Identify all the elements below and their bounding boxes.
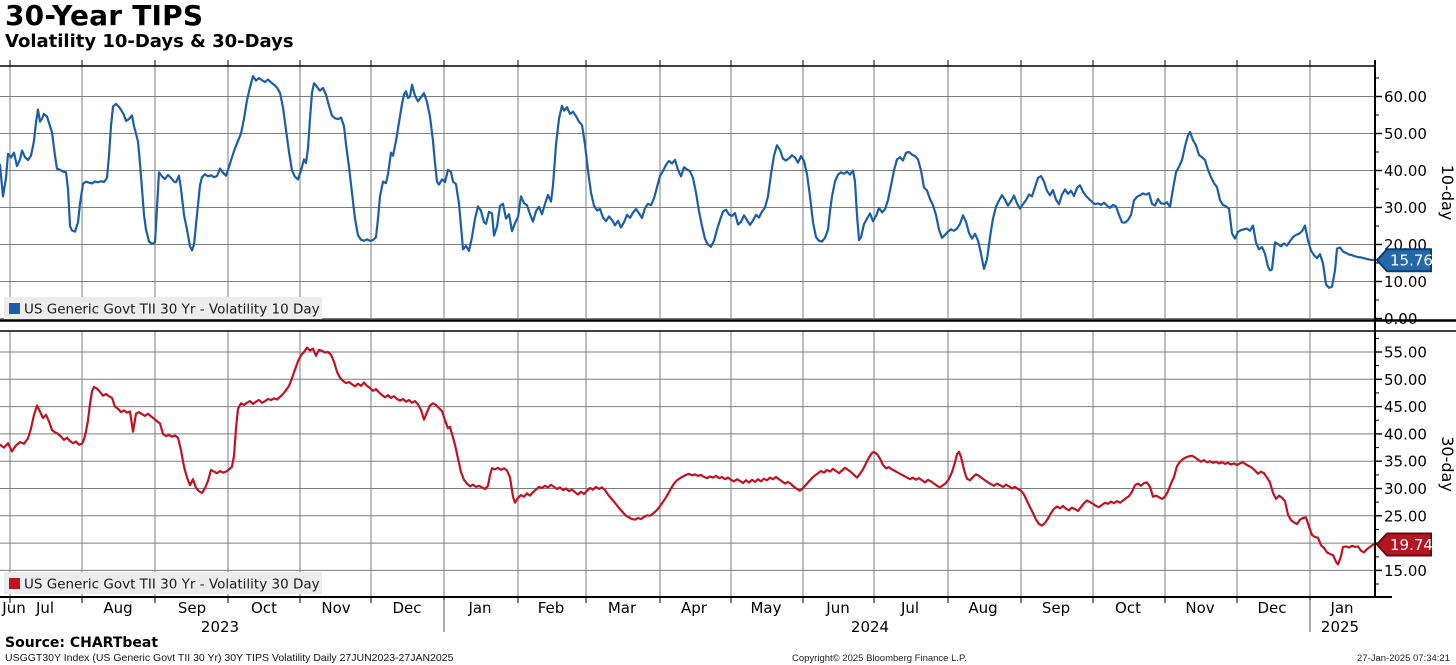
x-month-label: Jun	[825, 599, 849, 617]
vol10-legend-label: US Generic Govt TII 30 Yr - Volatility 1…	[24, 302, 320, 318]
y-tick-label: 45.00	[1384, 398, 1427, 416]
x-month-label: Mar	[608, 599, 637, 617]
vol30-series-line	[0, 346, 1375, 566]
x-month-label: Aug	[968, 599, 997, 617]
x-month-label: Jan	[467, 599, 491, 617]
x-month-label: Dec	[1257, 599, 1286, 617]
y-tick-label: 50.00	[1384, 125, 1427, 143]
vol10-legend-swatch	[9, 303, 20, 314]
x-month-label: Jun	[1, 599, 25, 617]
y-tick-label: 40.00	[1384, 162, 1427, 180]
legend-strip	[4, 297, 322, 319]
y-tick-label: 30.00	[1384, 199, 1427, 217]
x-month-label: Oct	[1115, 599, 1141, 617]
vol30-last-value-text: 19.74	[1390, 536, 1433, 554]
page-subtitle: Volatility 10-Days & 30-Days	[5, 31, 294, 52]
y-tick-label: 55.00	[1384, 344, 1427, 362]
vol10-last-value-badge	[1375, 248, 1432, 273]
x-month-label: Nov	[1185, 599, 1214, 617]
vol10-last-value-text: 15.76	[1390, 252, 1433, 270]
x-month-label: Apr	[681, 599, 708, 617]
vol30-axis-title: 30-day	[1438, 436, 1456, 492]
page-title: 30-Year TIPS	[5, 0, 204, 32]
x-month-label: Sep	[178, 599, 206, 617]
x-month-label: Oct	[251, 599, 277, 617]
vol10-axis-title: 10-day	[1438, 165, 1456, 221]
x-month-label: Dec	[392, 599, 421, 617]
vol30-legend-swatch	[9, 578, 20, 589]
vol30-last-value-badge	[1375, 532, 1432, 557]
y-tick-label: 35.00	[1384, 453, 1427, 471]
x-year-label: 2023	[201, 618, 239, 636]
x-year-label: 2025	[1321, 618, 1359, 636]
y-tick-label: 50.00	[1384, 371, 1427, 389]
timestamp-label: 27-Jan-2025 07:34:21	[1357, 653, 1450, 664]
legend-strip	[4, 572, 322, 594]
y-tick-label: 15.00	[1384, 562, 1427, 580]
x-month-label: May	[750, 599, 781, 617]
vol30-legend-label: US Generic Govt TII 30 Yr - Volatility 3…	[24, 577, 320, 593]
x-year-label: 2024	[851, 618, 889, 636]
y-tick-label: 0.00	[1384, 310, 1417, 328]
ticker-description: USGGT30Y Index (US Generic Govt TII 30 Y…	[5, 652, 454, 664]
y-tick-label: 60.00	[1384, 88, 1427, 106]
source-label: Source: CHARTbeat	[5, 635, 159, 651]
chart-header: 30-Year TIPS Volatility 10-Days & 30-Day…	[5, 0, 294, 52]
x-month-label: Jul	[35, 599, 54, 617]
x-month-label: Jul	[900, 599, 919, 617]
x-month-label: Aug	[103, 599, 132, 617]
x-month-label: Sep	[1042, 599, 1070, 617]
y-tick-label: 30.00	[1384, 480, 1427, 498]
x-month-label: Feb	[538, 599, 565, 617]
x-month-label: Jan	[1329, 599, 1353, 617]
y-tick-label: 40.00	[1384, 425, 1427, 443]
y-tick-label: 10.00	[1384, 273, 1427, 291]
copyright-notice: Copyright© 2025 Bloomberg Finance L.P.	[792, 653, 967, 664]
y-tick-label: 25.00	[1384, 507, 1427, 525]
vol10-series-line	[0, 74, 1375, 289]
x-month-label: Nov	[321, 599, 350, 617]
